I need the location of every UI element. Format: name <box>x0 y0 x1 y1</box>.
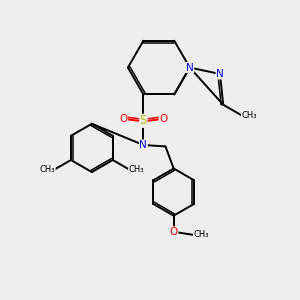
Text: O: O <box>159 114 167 124</box>
Text: O: O <box>169 227 178 237</box>
Text: CH₃: CH₃ <box>193 230 209 239</box>
Text: N: N <box>186 63 194 73</box>
Text: N: N <box>216 69 224 79</box>
Text: CH₃: CH₃ <box>242 111 257 120</box>
Text: S: S <box>140 114 147 127</box>
Text: CH₃: CH₃ <box>40 165 55 174</box>
Text: O: O <box>119 114 128 124</box>
Text: N: N <box>186 63 194 73</box>
Text: CH₃: CH₃ <box>128 165 144 174</box>
Text: N: N <box>140 140 147 150</box>
